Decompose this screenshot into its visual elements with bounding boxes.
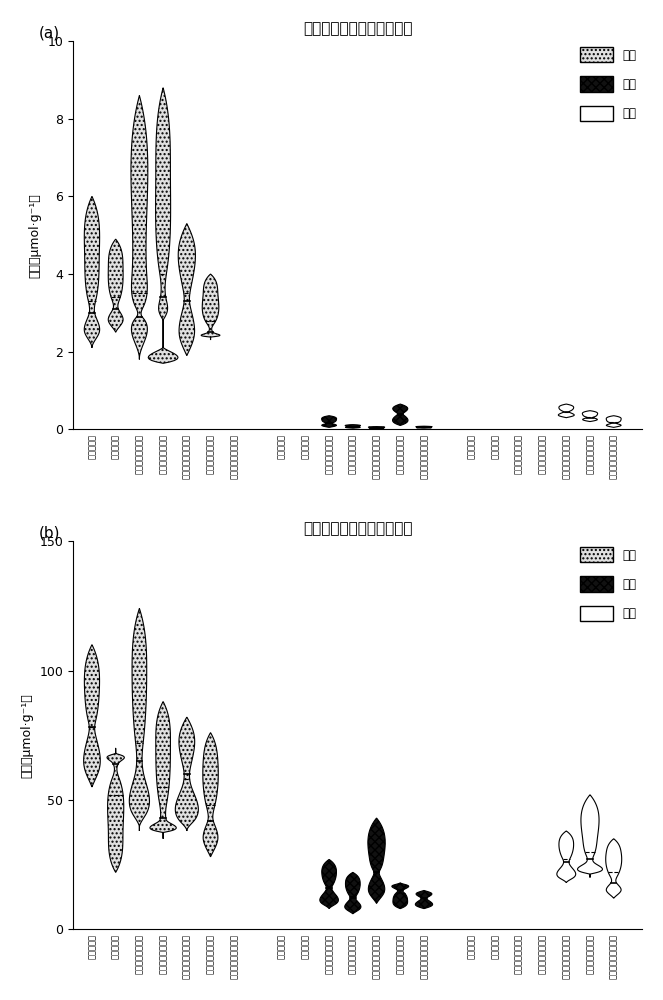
Polygon shape xyxy=(108,239,123,332)
Polygon shape xyxy=(107,748,125,872)
Polygon shape xyxy=(415,890,433,909)
Polygon shape xyxy=(606,839,622,898)
Polygon shape xyxy=(129,608,149,831)
Polygon shape xyxy=(84,645,100,787)
Polygon shape xyxy=(558,404,574,418)
Polygon shape xyxy=(582,411,597,422)
Polygon shape xyxy=(577,795,603,878)
Polygon shape xyxy=(369,427,385,429)
Text: (a): (a) xyxy=(39,26,60,41)
Polygon shape xyxy=(416,426,432,428)
Title: 盲肠中的乙酸、丙酸和丁酸: 盲肠中的乙酸、丙酸和丁酸 xyxy=(303,521,412,536)
Polygon shape xyxy=(150,702,176,839)
Polygon shape xyxy=(322,416,337,427)
Polygon shape xyxy=(178,224,196,356)
Text: (b): (b) xyxy=(39,526,60,541)
Polygon shape xyxy=(201,274,220,340)
Polygon shape xyxy=(368,818,385,903)
Polygon shape xyxy=(203,733,218,857)
Polygon shape xyxy=(345,872,361,914)
Polygon shape xyxy=(175,717,198,831)
Y-axis label: 浓度（μmol·g⁻¹）: 浓度（μmol·g⁻¹） xyxy=(21,693,34,778)
Legend: 乙酸, 丙酸, 丁酸: 乙酸, 丙酸, 丁酸 xyxy=(579,547,636,621)
Polygon shape xyxy=(392,404,408,425)
Polygon shape xyxy=(84,196,99,348)
Polygon shape xyxy=(557,831,575,883)
Polygon shape xyxy=(131,96,148,359)
Polygon shape xyxy=(392,883,408,909)
Polygon shape xyxy=(149,88,178,363)
Polygon shape xyxy=(320,859,338,909)
Polygon shape xyxy=(606,416,621,427)
Title: 小肠中的乙酸、丙酸和丁酸: 小肠中的乙酸、丙酸和丁酸 xyxy=(303,21,412,36)
Legend: 乙酸, 丙酸, 丁酸: 乙酸, 丙酸, 丁酸 xyxy=(579,47,636,121)
Polygon shape xyxy=(345,425,361,428)
Y-axis label: 浓度（μmol·g⁻¹）: 浓度（μmol·g⁻¹） xyxy=(29,193,42,278)
